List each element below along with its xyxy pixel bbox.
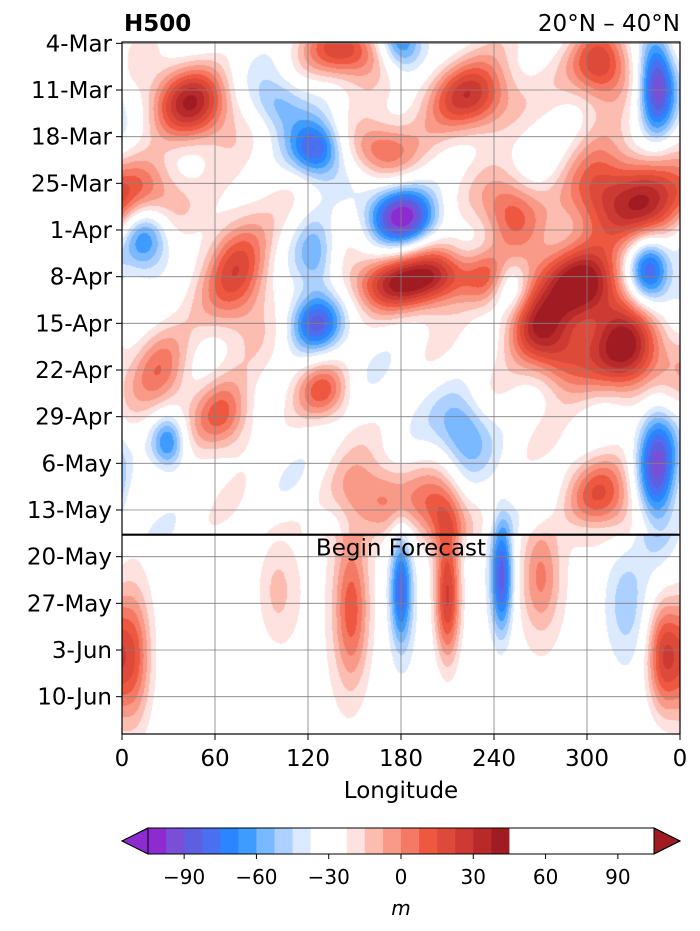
y-tick-label: 4-Mar: [46, 31, 113, 57]
y-tick-label: 20-May: [27, 545, 112, 571]
forecast-annotation: Begin Forecast: [316, 536, 486, 562]
colorbar: −90 −60 −30 0 30 60 90: [120, 827, 682, 889]
y-tick-label: 6-May: [42, 451, 112, 477]
colorbar-tick-label: 60: [533, 865, 558, 889]
colorbar-bin: [310, 828, 330, 854]
colorbar-bin: [184, 828, 203, 854]
x-axis-ticks: 0 60 120 180 240 300 0: [115, 734, 688, 772]
colorbar-bin: [599, 828, 619, 854]
x-tick-label: 300: [565, 746, 609, 772]
colorbar-outline: [120, 827, 682, 855]
colorbar-bin: [382, 828, 402, 854]
colorbar-bin: [455, 828, 474, 854]
colorbar-bin: [148, 828, 167, 854]
y-tick-label: 1-Apr: [50, 218, 113, 244]
colorbar-bin: [401, 828, 420, 854]
colorbar-bin: [220, 828, 239, 854]
colorbar-label: m: [391, 896, 410, 920]
colorbar-bin: [437, 828, 456, 854]
colorbar-bin: [274, 828, 293, 854]
colorbar-bin: [166, 828, 185, 854]
colorbar-bin: [364, 828, 384, 854]
colorbar-tick-label: −60: [235, 865, 277, 889]
x-tick-label: 180: [379, 746, 423, 772]
x-tick-label: 0: [115, 746, 130, 772]
colorbar-bin: [328, 828, 348, 854]
colorbar-tick-label: 0: [395, 865, 408, 889]
x-tick-label: 60: [200, 746, 229, 772]
colorbar-bin: [292, 828, 312, 854]
y-tick-label: 18-Mar: [31, 125, 113, 151]
colorbar-bin: [491, 828, 510, 854]
y-tick-label: 10-Jun: [37, 685, 112, 711]
y-tick-label: 8-Apr: [50, 265, 113, 291]
y-tick-label: 29-Apr: [35, 405, 112, 431]
y-tick-label: 15-Apr: [35, 311, 112, 337]
colorbar-bin: [563, 828, 583, 854]
colorbar-bin: [527, 828, 546, 854]
y-axis-ticks: 4-Mar 11-Mar 18-Mar 25-Mar 1-Apr 8-Apr 15-Apr 2…: [27, 31, 122, 711]
colorbar-tick-label: 90: [605, 865, 630, 889]
colorbar-bin: [581, 828, 601, 854]
chart-title-left: H500: [124, 11, 191, 37]
colorbar-bin: [256, 828, 275, 854]
y-tick-label: 25-Mar: [31, 171, 113, 197]
y-tick-label: 22-Apr: [35, 358, 112, 384]
colorbar-bin: [419, 828, 438, 854]
colorbar-bin: [238, 828, 257, 854]
x-tick-label: 120: [286, 746, 330, 772]
colorbar-bin: [346, 828, 366, 854]
colorbar-tick-label: −90: [163, 865, 205, 889]
x-tick-label: 240: [472, 746, 516, 772]
x-axis-label: Longitude: [344, 778, 458, 804]
y-tick-label: 3-Jun: [52, 638, 112, 664]
colorbar-bin: [545, 828, 565, 854]
y-tick-label: 13-May: [27, 498, 112, 524]
colorbar-bin: [202, 828, 221, 854]
colorbar-bin: [617, 828, 637, 854]
colorbar-bin: [509, 828, 528, 854]
chart-title-right: 20°N – 40°N: [538, 11, 680, 37]
y-tick-label: 27-May: [27, 591, 112, 617]
colorbar-bin: [473, 828, 492, 854]
colorbar-tick-label: −30: [308, 865, 350, 889]
y-tick-label: 11-Mar: [31, 78, 113, 104]
colorbar-tick-label: 30: [461, 865, 486, 889]
x-tick-label: 0: [673, 746, 688, 772]
colorbar-bin: [635, 828, 655, 854]
